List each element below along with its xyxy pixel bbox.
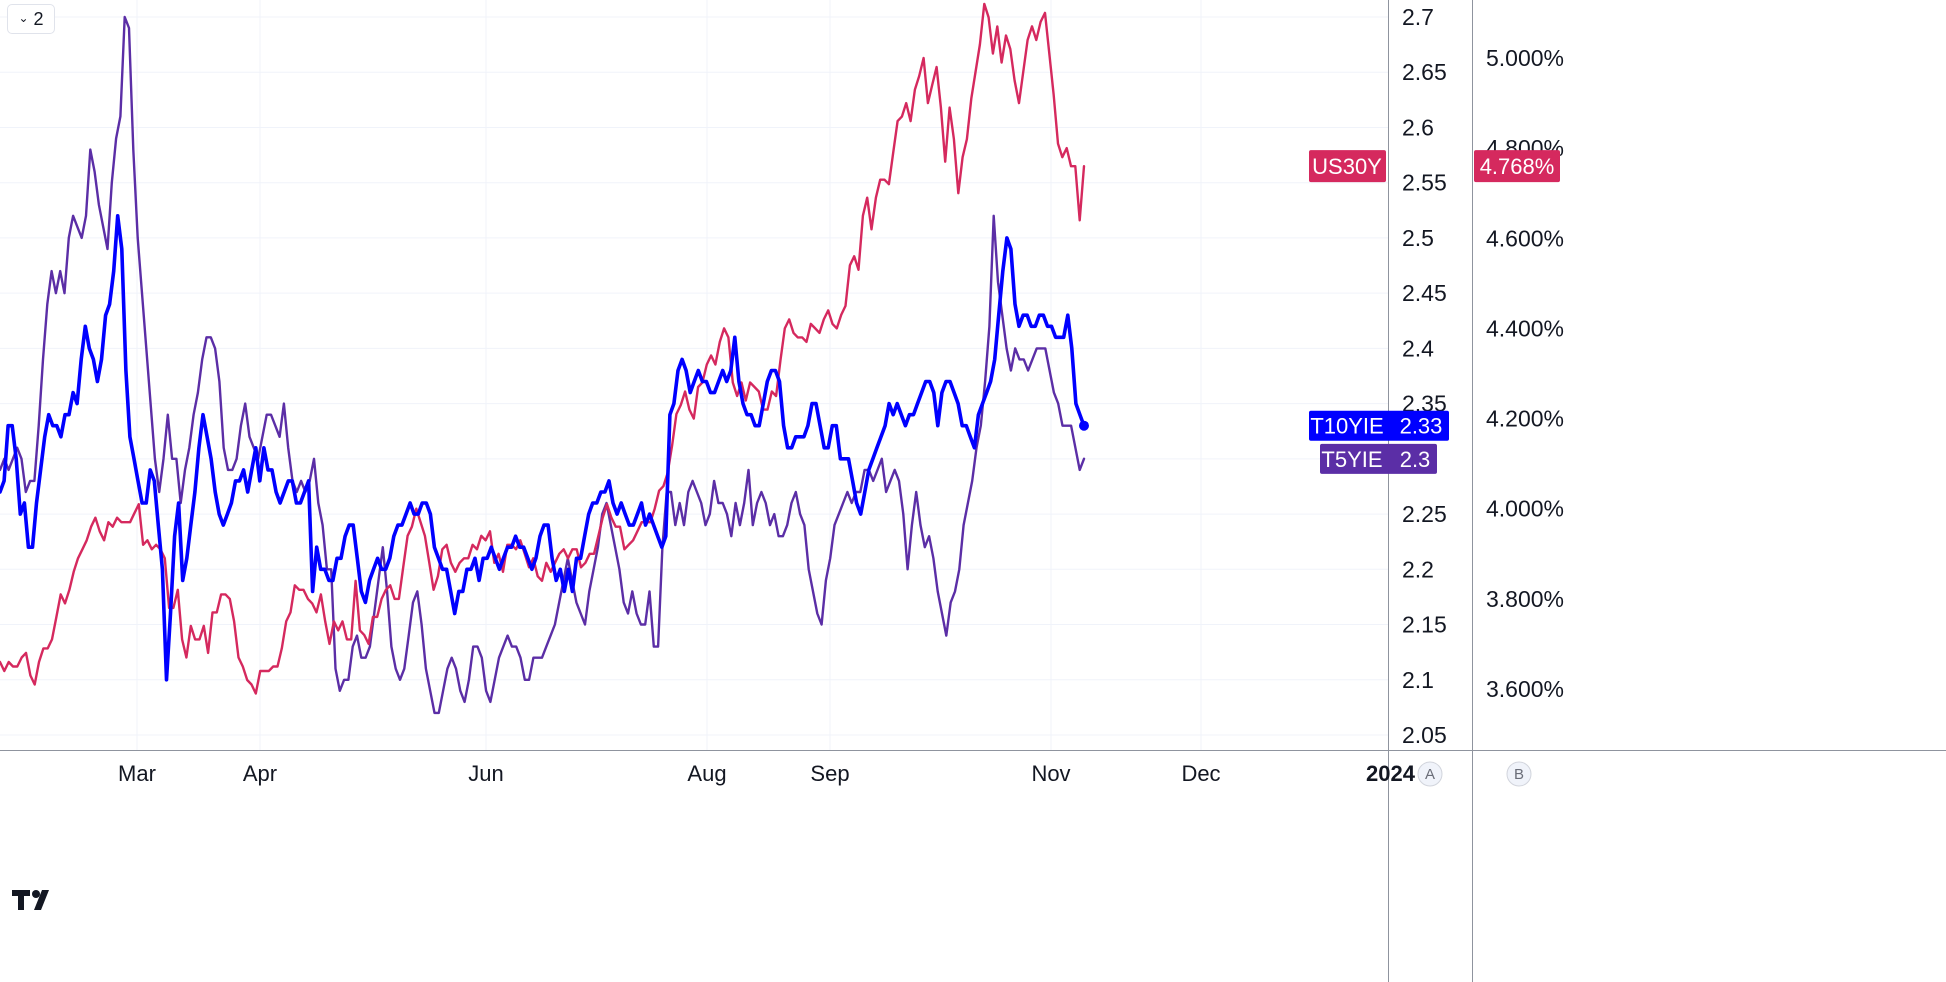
us30y-tag-value: 4.768% (1480, 154, 1555, 179)
axis-a-tick-label: 2.7 (1402, 4, 1434, 30)
t10yie-tag: T10YIE 2.33 (1309, 410, 1449, 441)
axis-a-tick-label: 2.5 (1402, 225, 1434, 251)
t10yie-tag-label: T10YIE (1310, 414, 1383, 439)
us30y-tag-label: US30Y (1312, 154, 1382, 179)
axis-a-tick-label: 2.45 (1402, 280, 1447, 306)
time-axis-label: 2024 (1366, 761, 1416, 786)
axis-b-tick-label: 3.600% (1486, 676, 1564, 702)
us30y-name-tag: US30Y (1309, 150, 1386, 183)
t5yie-tag-value: 2.3 (1400, 447, 1431, 472)
time-axis-label: Jun (468, 761, 503, 786)
axis-a-tick-label: 2.1 (1402, 667, 1434, 693)
series-line-t10yie[interactable] (0, 214, 1086, 682)
axis-b-badge-label: B (1514, 766, 1524, 783)
axis-b-tick-label: 4.000% (1486, 496, 1564, 522)
t5yie-tag: T5YIE 2.3 (1320, 443, 1437, 474)
time-axis-label: Nov (1031, 761, 1070, 786)
axis-b-tick-label: 4.400% (1486, 315, 1564, 341)
series-line-t5yie[interactable] (0, 15, 1086, 715)
axis-a-tick-label: 2.6 (1402, 114, 1434, 140)
axis-b-tick-label: 4.200% (1486, 406, 1564, 432)
axis-a-badge-label: A (1425, 766, 1435, 783)
t10yie-tag-value: 2.33 (1400, 414, 1443, 439)
time-axis-label: Dec (1181, 761, 1220, 786)
axis-b-tick-label: 3.800% (1486, 586, 1564, 612)
axis-a-tick-label: 2.55 (1402, 170, 1447, 196)
axis-a-tick-label: 2.4 (1402, 335, 1434, 361)
time-axis-label: Mar (118, 761, 156, 786)
axis-a-tick-label: 2.05 (1402, 722, 1447, 748)
axis-a-tick-label: 2.2 (1402, 556, 1434, 582)
chevron-down-icon: ⌄ (18, 11, 29, 25)
tradingview-logo-icon[interactable] (12, 888, 58, 912)
series-line-us30y[interactable] (0, 2, 1086, 695)
collapse-count: 2 (33, 8, 44, 29)
axis-a-tick-label: 2.65 (1402, 59, 1447, 85)
collapse-indicators-button[interactable]: ⌄ 2 (7, 4, 55, 34)
time-axis-label: Aug (687, 761, 726, 786)
axis-a-tick-label: 2.15 (1402, 612, 1447, 638)
series-layer (0, 2, 1089, 715)
t10yie-last-point (1079, 420, 1089, 431)
time-axis[interactable]: Mar Apr Jun Aug Sep Nov Dec 2024 A B (118, 761, 1532, 787)
last-value-tags: US30Y 4.768% T10YIE 2.33 T5YIE 2.3 (1309, 150, 1560, 474)
us30y-value-tag: 4.768% (1474, 150, 1560, 183)
grid-lines (0, 0, 1388, 750)
time-axis-label: Apr (243, 761, 277, 786)
axis-b-tick-label: 4.600% (1486, 225, 1564, 251)
axis-a-tick-label: 2.25 (1402, 501, 1447, 527)
axis-b-badge[interactable]: B (1506, 761, 1532, 787)
t5yie-tag-label: T5YIE (1321, 447, 1382, 472)
axis-a-badge[interactable]: A (1417, 761, 1443, 787)
time-axis-label: Sep (810, 761, 849, 786)
axis-b-tick-label: 5.000% (1486, 45, 1564, 71)
